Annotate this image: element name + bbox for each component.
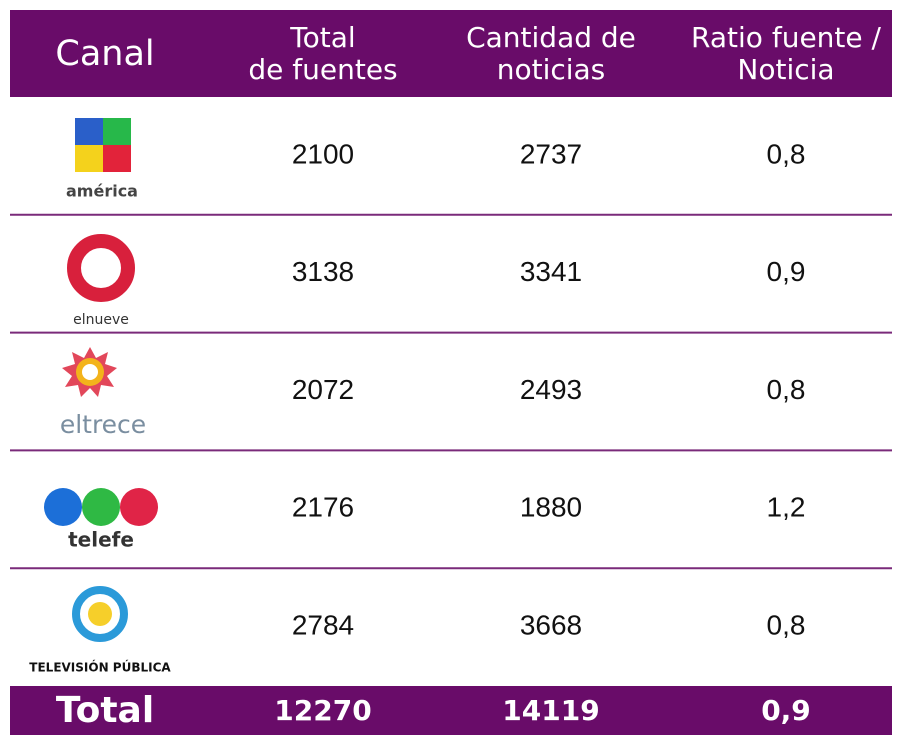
logo-eltrece: eltrece: [60, 347, 146, 439]
cell: 2072: [292, 374, 354, 405]
logo-text: telefe: [68, 528, 134, 552]
total-cell: 14119: [502, 694, 599, 727]
logo-text: TELEVISIÓN PÚBLICA: [29, 660, 171, 675]
cell: 2100: [292, 138, 354, 169]
cell: 3668: [520, 609, 582, 640]
logo-elnueve: elnueve: [67, 234, 135, 328]
cell: 2493: [520, 374, 582, 405]
logo-america: américa: [66, 118, 138, 201]
header-cell: Ratio fuente /: [691, 21, 881, 54]
header-cell: Cantidad de: [466, 21, 636, 54]
header-row: [10, 10, 892, 97]
cell: 2737: [520, 138, 582, 169]
cell: 2176: [292, 492, 354, 523]
cell: 0,8: [767, 609, 806, 640]
logo-text: américa: [66, 182, 138, 201]
cell: 1,2: [767, 492, 806, 523]
cell: 2784: [292, 609, 354, 640]
header-cell: Canal: [55, 34, 154, 74]
cell: 0,8: [767, 138, 806, 169]
cell: 0,8: [767, 374, 806, 405]
total-cell: 0,9: [761, 694, 811, 727]
total-cell: 12270: [274, 694, 371, 727]
header-cell: Noticia: [737, 53, 834, 86]
cell: 1880: [520, 492, 582, 523]
logo-tv-publica: TELEVISIÓN PÚBLICA: [29, 586, 171, 675]
cell: 0,9: [767, 256, 806, 287]
total-cell: Total: [56, 690, 154, 731]
header-cell: Total: [289, 21, 355, 54]
logo-telefe: telefe: [44, 488, 158, 552]
cell: 3138: [292, 256, 354, 287]
header-cell: noticias: [497, 53, 606, 86]
header-cell: de fuentes: [248, 53, 397, 86]
logo-text: eltrece: [60, 410, 146, 439]
logo-text: elnueve: [73, 312, 129, 328]
cell: 3341: [520, 256, 582, 287]
total-row: [10, 686, 892, 735]
